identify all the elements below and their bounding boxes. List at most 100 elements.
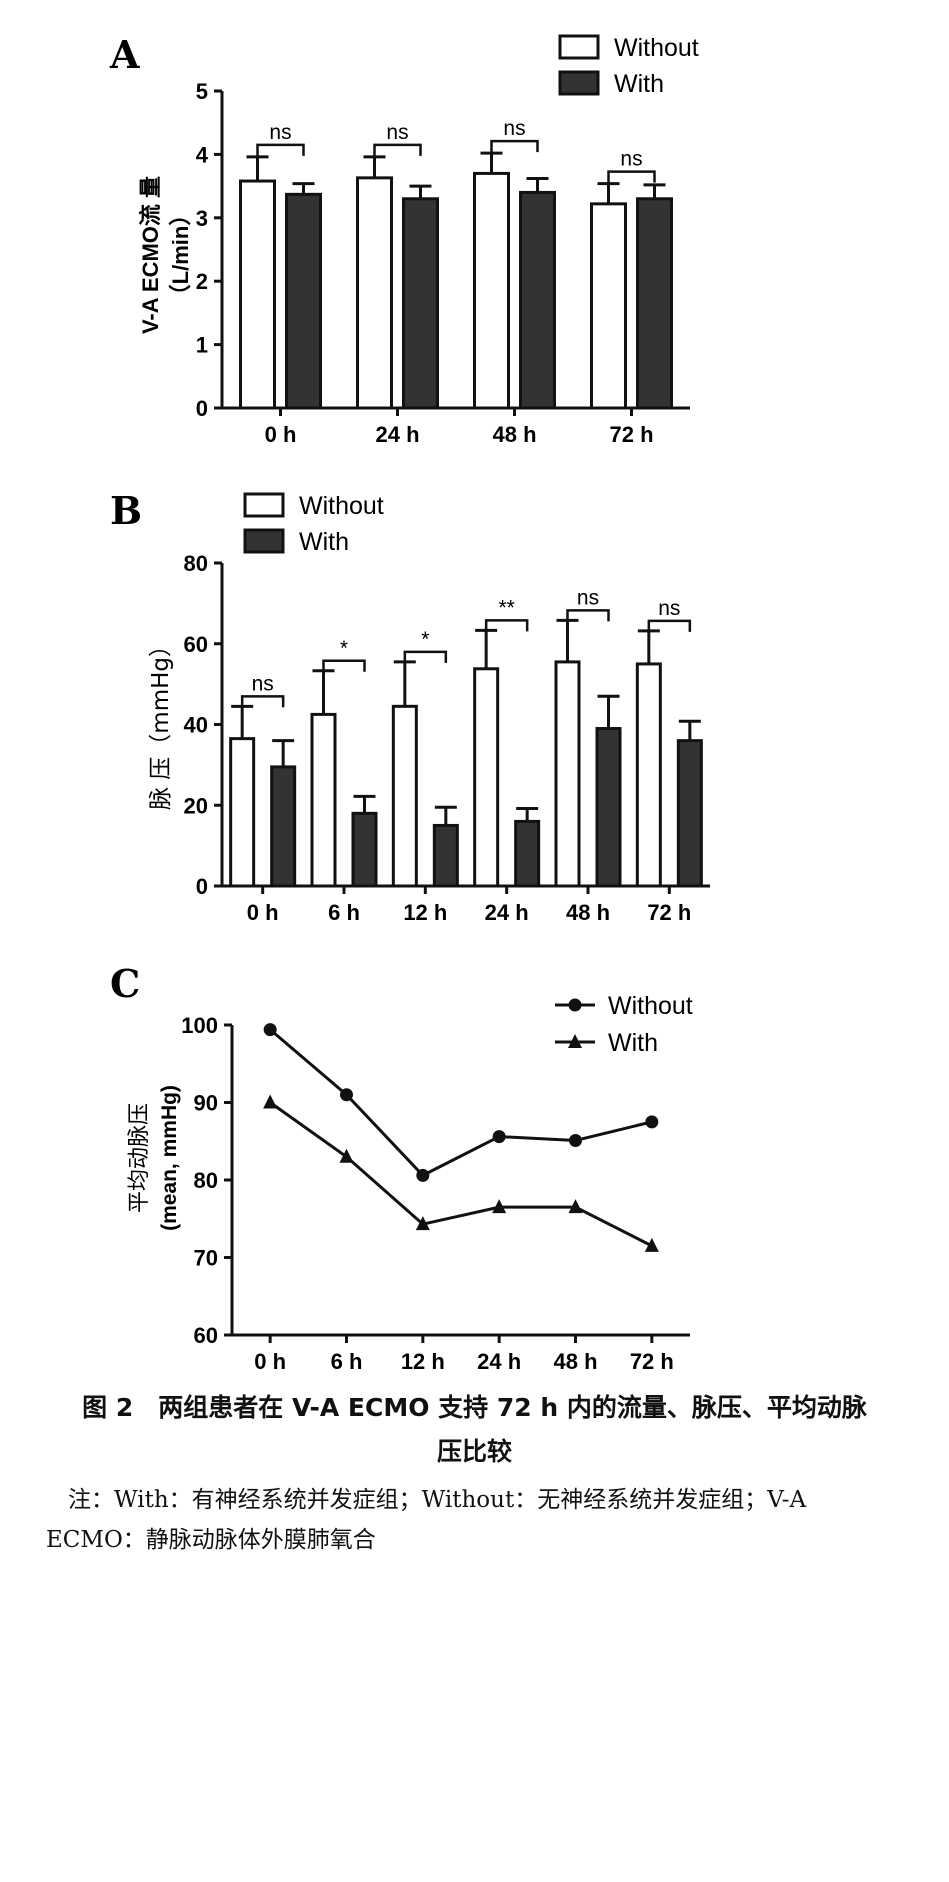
a-significance-bracket <box>373 143 422 156</box>
c-point-with <box>492 1199 507 1214</box>
b-x-tick-label: 6 h <box>328 900 360 925</box>
a-legend-label-without: Without <box>614 34 699 62</box>
b-significance-label: * <box>340 637 348 660</box>
b-significance-label: ns <box>577 586 599 609</box>
b-significance-bracket <box>647 619 692 632</box>
c-point-without <box>569 1133 582 1147</box>
y-axis-label-a-line2: （L/min） <box>168 204 193 307</box>
figure-caption-line2: 压比较 <box>436 1437 512 1466</box>
c-legend-label-with: With <box>608 1029 658 1057</box>
y-axis-label-b: 脉 压（mmHg） <box>148 634 174 810</box>
y-axis-label-a-line1: V-A ECMO流 量 <box>138 176 163 334</box>
b-legend-label-without: Without <box>299 492 384 520</box>
y-axis-label-c-line2: (mean, mmHg) <box>158 1085 181 1231</box>
b-significance-label: ns <box>658 597 680 620</box>
a-significance-label: ns <box>269 121 291 144</box>
c-point-with <box>263 1094 278 1109</box>
a-bar-without <box>473 171 510 410</box>
c-x-tick-label: 72 h <box>630 1349 674 1374</box>
c-legend-marker-with <box>568 1034 582 1048</box>
b-y-tick-label: 60 <box>184 632 208 657</box>
a-y-tick-label: 0 <box>196 396 208 421</box>
b-x-tick-label: 48 h <box>566 900 610 925</box>
legend-c: Without With <box>555 992 693 1057</box>
c-y-tick-label: 80 <box>194 1168 218 1193</box>
c-line-without <box>269 1028 653 1178</box>
y-axis-label-c: 平均动脉压 (mean, mmHg) <box>127 1085 181 1231</box>
legend-b: Without With <box>243 492 384 556</box>
panel-a-letter: A <box>109 32 140 77</box>
b-x-tick-label: 12 h <box>403 900 447 925</box>
c-point-without <box>263 1023 277 1037</box>
b-bar-without <box>635 662 662 888</box>
b-y-tick-label: 0 <box>196 874 208 899</box>
a-bar-with <box>519 190 556 410</box>
b-bar-with <box>432 823 459 888</box>
b-legend-swatch-with <box>243 528 285 554</box>
c-line-with <box>269 1101 653 1248</box>
figure-note-line1: 注：With：有神经系统并发症组；Without：无神经系统并发症组；V-A <box>68 1487 807 1513</box>
a-x-tick-label: 48 h <box>492 422 536 447</box>
a-significance-bracket <box>607 170 656 183</box>
b-bar-without <box>310 712 337 888</box>
a-legend-label-with: With <box>614 70 664 98</box>
y-axis-label-c-line1: 平均动脉压 <box>127 1103 152 1213</box>
figure-note-line2: ECMO：静脉动脉体外膜肺氧合 <box>46 1527 376 1553</box>
c-point-with <box>644 1237 659 1252</box>
c-point-with <box>415 1216 430 1231</box>
a-y-tick-label: 4 <box>196 142 209 167</box>
b-significance-bracket <box>240 695 285 708</box>
c-point-with <box>568 1199 583 1214</box>
c-y-tick-label: 100 <box>181 1013 218 1038</box>
chart-b: B 脉 压（mmHg） 0 20 40 60 80 0 h 6 h 12 h 24 h 48 h 7… <box>110 488 710 925</box>
b-significance-bracket <box>484 619 529 632</box>
a-x-tick-label: 72 h <box>609 422 653 447</box>
a-bar-with <box>285 192 322 410</box>
b-bar-with <box>351 811 378 888</box>
c-legend-marker-without <box>568 998 582 1012</box>
b-significance-label: ** <box>498 596 514 619</box>
b-x-tick-label: 72 h <box>647 900 691 925</box>
b-y-tick-label: 80 <box>184 551 208 576</box>
b-y-tick-label: 40 <box>184 713 208 738</box>
a-legend-swatch-with <box>558 70 600 96</box>
b-bar-without <box>554 660 581 888</box>
a-y-tick-label: 5 <box>196 79 208 104</box>
panel-c-letter: C <box>110 961 140 1006</box>
b-significance-label: ns <box>252 672 274 695</box>
a-significance-label: ns <box>620 148 642 171</box>
c-point-without <box>416 1168 430 1182</box>
c-x-tick-label: 48 h <box>553 1349 597 1374</box>
b-significance-label: * <box>421 628 429 651</box>
b-bar-without <box>391 704 418 888</box>
b-legend-label-with: With <box>299 528 349 556</box>
c-x-tick-label: 6 h <box>331 1349 363 1374</box>
b-legend-swatch-without <box>243 492 285 518</box>
a-x-tick-label: 0 h <box>265 422 297 447</box>
a-legend-swatch-without <box>558 34 600 60</box>
a-significance-label: ns <box>503 117 525 140</box>
a-y-tick-label: 2 <box>196 269 208 294</box>
chart-c: C 平均动脉压 (mean, mmHg) 60 70 80 90 100 0 h 6 h 12… <box>110 961 693 1374</box>
b-x-tick-label: 24 h <box>485 900 529 925</box>
b-significance-bracket <box>403 650 448 663</box>
chart-a: A V-A ECMO流 量 （L/min） 0 1 2 3 4 5 0 h 24 h 48 h 7… <box>109 32 699 447</box>
a-x-tick-label: 24 h <box>375 422 419 447</box>
c-x-tick-label: 24 h <box>477 1349 521 1374</box>
a-y-tick-label: 3 <box>196 206 208 231</box>
c-x-tick-label: 0 h <box>254 1349 286 1374</box>
legend-a: Without With <box>558 34 699 98</box>
figure-caption-line1: 图 2 两组患者在 V-A ECMO 支持 72 h 内的流量、脉压、平均动脉 <box>82 1393 867 1422</box>
b-bar-with <box>595 727 622 888</box>
c-point-without <box>492 1130 506 1144</box>
y-axis-label-a: V-A ECMO流 量 （L/min） <box>138 176 193 334</box>
b-bar-with <box>514 819 541 888</box>
b-bar-with <box>676 739 703 888</box>
a-bar-with <box>636 197 673 410</box>
a-significance-bracket <box>490 139 539 153</box>
b-bar-without <box>229 737 256 888</box>
c-point-with <box>339 1148 354 1163</box>
a-bar-without <box>239 179 276 410</box>
b-significance-bracket <box>322 659 366 672</box>
c-legend-label-without: Without <box>608 992 693 1020</box>
